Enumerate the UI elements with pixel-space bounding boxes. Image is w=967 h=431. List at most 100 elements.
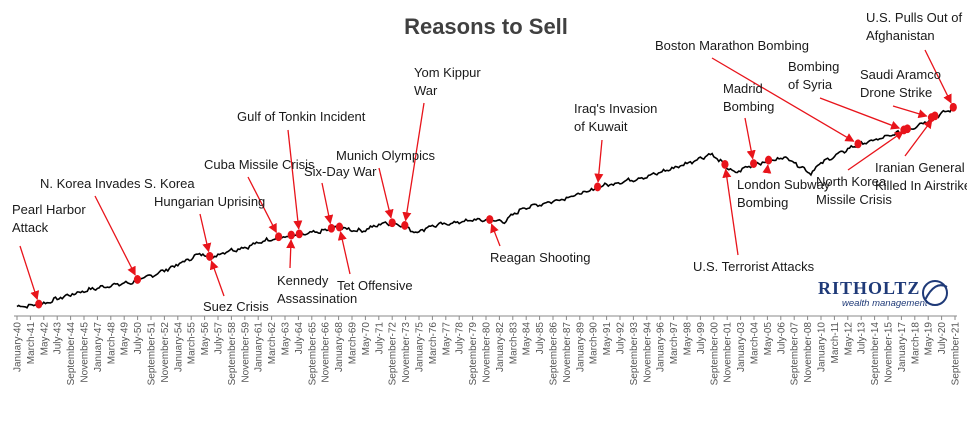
event-arrow	[378, 167, 394, 219]
x-tick-label: July-85	[535, 322, 546, 355]
event-label-line: U.S. Pulls Out of	[866, 10, 962, 25]
event-arrow	[337, 230, 351, 275]
x-tick-label: September-58	[227, 322, 238, 386]
event-label-line: Hungarian Uprising	[154, 194, 265, 209]
x-tick-label: January-82	[495, 322, 506, 372]
event-label-line: War	[414, 83, 438, 98]
x-tick-label: September-79	[468, 322, 479, 386]
event-label-line: Killed In Airstrike	[875, 178, 967, 193]
x-tick-label: September-72	[388, 322, 399, 386]
x-tick-label: January-96	[656, 322, 667, 372]
x-tick-label: March-48	[106, 322, 117, 365]
event-label: Tet Offensive	[337, 278, 413, 293]
event-label: Munich Olympics	[336, 148, 435, 163]
logo-name: RITHOLTZ	[818, 278, 920, 298]
x-tick-label: May-12	[843, 322, 854, 356]
event-label: Six-Day War	[304, 164, 377, 179]
event-label-line: Saudi Aramco	[860, 67, 941, 82]
x-tick-label: March-69	[348, 322, 359, 365]
x-tick-label: July-43	[53, 322, 64, 355]
event-arrow	[321, 182, 334, 225]
event-marker	[593, 182, 602, 192]
x-tick-label: May-63	[281, 322, 292, 356]
x-tick-label: November-52	[160, 322, 171, 383]
event-marker	[486, 215, 494, 224]
event-label: Pearl Harbor Attack	[12, 202, 86, 235]
event-label: Boston Marathon Bombing	[655, 38, 809, 53]
x-tick-label: November-01	[723, 322, 734, 383]
event-label-line: Munich Olympics	[336, 148, 435, 163]
logo-emblem-icon	[922, 280, 948, 306]
x-tick-label: November-15	[884, 322, 895, 383]
event-marker	[335, 222, 344, 232]
event-marker	[275, 232, 283, 242]
x-tick-label: March-62	[267, 322, 278, 365]
x-tick-label: November-66	[321, 322, 332, 383]
event-arrow	[924, 49, 952, 104]
x-tick-label: January-89	[575, 322, 586, 372]
x-tick-labels: January-40 March-41 May-42 July-43 September…	[13, 316, 962, 385]
x-tick-label: November-80	[482, 322, 493, 383]
event-marker	[903, 124, 911, 134]
event-label-line: Suez Crisis	[203, 299, 269, 314]
event-marker	[750, 159, 758, 168]
x-tick-label: September-51	[147, 322, 158, 386]
x-tick-label: September-07	[790, 322, 801, 386]
event-arrows	[19, 49, 952, 301]
x-tick-label: March-11	[830, 322, 841, 364]
event-label-line: Iraq's Invasion	[574, 101, 657, 116]
x-tick-label: May-56	[200, 322, 211, 356]
event-arrow	[711, 57, 855, 142]
x-tick-label: July-64	[294, 322, 305, 355]
logo-tagline: wealth management	[842, 298, 928, 309]
event-arrow	[490, 223, 501, 247]
x-tick-label: January-75	[415, 322, 426, 372]
event-labels: Pearl Harbor Attack N. Korea Invades S. Ko…	[12, 10, 967, 314]
event-arrow	[287, 129, 303, 230]
x-tick-label: May-98	[683, 322, 694, 356]
x-tick-label: January-03	[736, 322, 747, 372]
chart-title: Reasons to Sell	[404, 14, 568, 39]
event-marker	[295, 229, 303, 239]
x-tick-label: January-17	[897, 322, 908, 372]
event-label-line: of Kuwait	[574, 119, 628, 134]
x-tick-label: March-18	[910, 322, 921, 365]
event-marker	[401, 221, 409, 230]
event-label-line: Bombing	[723, 99, 774, 114]
x-tick-label: November-87	[562, 322, 573, 383]
event-label-line: Drone Strike	[860, 85, 932, 100]
event-arrow	[904, 119, 933, 157]
event-label-line: London Subway	[737, 177, 831, 192]
event-arrow	[762, 164, 772, 174]
event-label-line: Tet Offensive	[337, 278, 413, 293]
event-label-line: Reagan Shooting	[490, 250, 590, 265]
event-label-line: Attack	[12, 220, 49, 235]
event-marker	[287, 230, 295, 240]
event-marker	[388, 218, 396, 228]
x-tick-label: November-45	[80, 322, 91, 383]
event-label: Saudi Aramco Drone Strike	[860, 67, 941, 100]
event-label: Iraq's Invasion of Kuwait	[574, 101, 657, 134]
event-arrow	[94, 195, 136, 276]
event-label-line: Missile Crisis	[816, 192, 892, 207]
x-tick-label: July-20	[937, 322, 948, 355]
event-arrow	[847, 131, 905, 171]
x-tick-label: September-44	[66, 322, 77, 386]
x-tick-label: March-76	[428, 322, 439, 365]
x-tick-label: May-05	[763, 322, 774, 356]
x-tick-label: July-92	[616, 322, 627, 355]
event-label-line: Assassination	[277, 291, 357, 306]
event-label-line: Cuba Missile Crisis	[204, 157, 315, 172]
x-tick-label: March-55	[187, 322, 198, 365]
x-tick-label: November-94	[642, 322, 653, 383]
x-tick-label: March-04	[750, 322, 761, 365]
event-label-line: Six-Day War	[304, 164, 377, 179]
event-label-line: Gulf of Tonkin Incident	[237, 109, 366, 124]
x-tick-label: March-83	[508, 322, 519, 365]
x-tick-label: July-06	[776, 322, 787, 355]
x-tick-label: May-91	[602, 322, 613, 356]
event-label: North Korea Missile Crisis	[816, 174, 892, 207]
x-tick-label: November-08	[803, 322, 814, 383]
x-tick-label: January-54	[173, 322, 184, 372]
x-tick-label: July-13	[857, 322, 868, 355]
